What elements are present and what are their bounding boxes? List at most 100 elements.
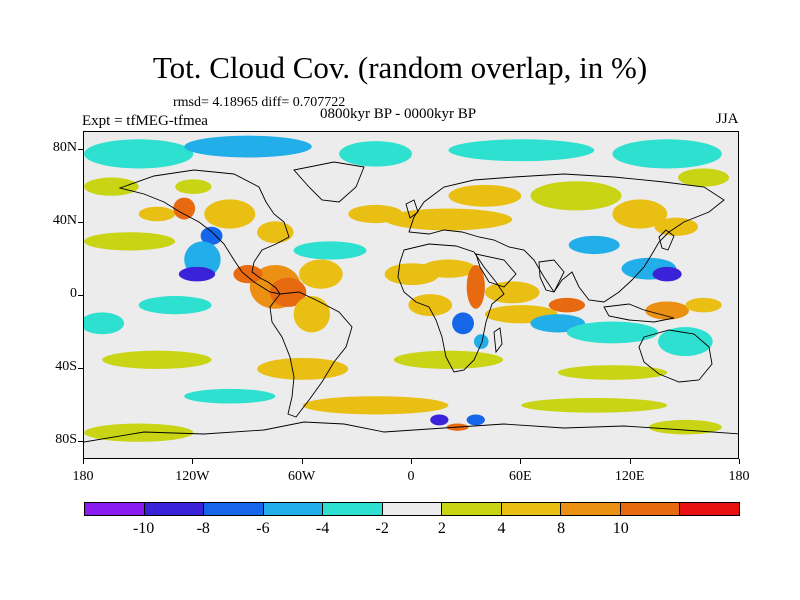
coast-madagascar xyxy=(493,327,503,354)
anomaly-map xyxy=(84,135,738,443)
colorbar xyxy=(84,502,740,516)
coast-indonesia xyxy=(603,303,675,323)
anomaly-region xyxy=(678,168,730,187)
colorbar-swatch xyxy=(442,503,502,515)
anomaly-region xyxy=(557,365,668,380)
colorbar-label: -8 xyxy=(196,520,210,537)
chart-title: Tot. Cloud Cov. (random overlap, in %) xyxy=(152,50,648,85)
lat-tick-label: 80S xyxy=(55,431,77,447)
anomaly-region xyxy=(408,294,453,317)
anomaly-region xyxy=(430,414,449,426)
lat-tick-label: 40N xyxy=(52,213,77,229)
anomaly-region xyxy=(257,357,349,380)
lat-tick-mark xyxy=(78,295,83,296)
anomaly-region xyxy=(257,221,294,244)
lon-tick-mark xyxy=(739,459,740,464)
anomaly-region xyxy=(548,297,586,313)
anomaly-region xyxy=(685,297,722,313)
anomaly-region xyxy=(566,321,658,344)
colorbar-label: 8 xyxy=(557,520,566,537)
anomaly-region xyxy=(84,232,176,251)
coastlines xyxy=(84,161,738,443)
anomaly-region xyxy=(658,326,713,357)
anomaly-region xyxy=(175,179,212,194)
anomaly-field xyxy=(84,135,730,442)
anomaly-region xyxy=(448,184,522,207)
colorbar-swatch xyxy=(620,503,681,515)
lon-tick-mark xyxy=(520,459,522,464)
anomaly-region xyxy=(452,312,474,335)
colorbar-label: -2 xyxy=(375,520,389,537)
lat-tick-label: 0 xyxy=(70,286,77,301)
colorbar-label: 4 xyxy=(497,520,506,537)
lon-tick-label: 0 xyxy=(407,469,415,484)
anomaly-region xyxy=(269,277,307,307)
anomaly-region xyxy=(652,266,682,282)
coast-australia xyxy=(638,329,713,383)
coast-india xyxy=(538,259,565,293)
lon-tick-label: 120W xyxy=(175,469,210,484)
anomaly-region xyxy=(184,135,312,158)
anomaly-region xyxy=(645,301,689,320)
lon-tick-label: 180 xyxy=(72,469,94,484)
anomaly-region xyxy=(200,226,223,245)
lon-tick-mark xyxy=(83,459,84,464)
anomaly-region xyxy=(384,208,513,231)
colorbar-swatch xyxy=(263,503,324,515)
anomaly-region xyxy=(521,398,668,413)
anomaly-region xyxy=(102,350,212,369)
coast-arabia xyxy=(475,253,517,288)
anomaly-region xyxy=(648,419,722,435)
lat-tick-label: 80N xyxy=(52,140,77,156)
anomaly-region xyxy=(204,199,256,229)
lon-tick-mark xyxy=(192,459,194,464)
season-label: JJA xyxy=(716,111,739,127)
anomaly-region xyxy=(84,177,139,196)
coast-eurasia xyxy=(408,173,725,303)
colorbar-label: -4 xyxy=(315,520,330,537)
anomaly-region xyxy=(530,181,622,211)
anomaly-region xyxy=(612,139,722,169)
anomaly-region xyxy=(84,312,125,335)
anomaly-region xyxy=(339,141,412,167)
anomaly-region xyxy=(138,206,176,222)
anomaly-region xyxy=(612,199,668,229)
anomaly-region xyxy=(299,259,343,289)
anomaly-region xyxy=(448,139,595,162)
anomaly-region xyxy=(466,414,485,426)
lon-tick-label: 180 xyxy=(728,469,750,484)
lat-tick-mark xyxy=(78,149,83,151)
anomaly-region xyxy=(568,235,620,255)
experiment-label: Expt = tfMEG-tfmea xyxy=(82,113,208,129)
rmsd-diff-stats: rmsd= 4.18965 diff= 0.707722 xyxy=(173,95,346,110)
lon-tick-mark xyxy=(629,459,631,464)
colorbar-swatch xyxy=(85,503,145,515)
colorbar-swatch xyxy=(680,503,740,515)
anomaly-region xyxy=(233,265,263,284)
anomaly-region xyxy=(302,396,449,415)
colorbar-swatch xyxy=(382,503,443,515)
lon-tick-mark xyxy=(411,459,412,464)
lat-tick-label: 40S xyxy=(55,358,77,374)
anomaly-region xyxy=(484,281,540,304)
colorbar-label: -6 xyxy=(256,520,270,537)
colorbar-swatch xyxy=(323,503,383,515)
anomaly-region xyxy=(178,266,216,282)
anomaly-region xyxy=(293,296,330,333)
anomaly-region xyxy=(138,296,212,315)
anomaly-region xyxy=(84,139,194,169)
lon-tick-label: 60E xyxy=(509,469,532,484)
lat-tick-mark xyxy=(78,440,83,442)
lon-tick-mark xyxy=(301,459,303,464)
anomaly-region xyxy=(293,241,367,260)
colorbar-label: 2 xyxy=(437,520,446,537)
coast-japan xyxy=(658,229,675,251)
coast-british-isles xyxy=(405,199,419,219)
anomaly-region xyxy=(393,350,504,369)
coast-antarctica xyxy=(84,421,738,443)
coast-greenland xyxy=(293,161,365,203)
colorbar-label: -10 xyxy=(132,520,155,537)
anomaly-region xyxy=(184,388,276,404)
map-panel xyxy=(83,131,739,459)
anomaly-region xyxy=(473,334,489,349)
